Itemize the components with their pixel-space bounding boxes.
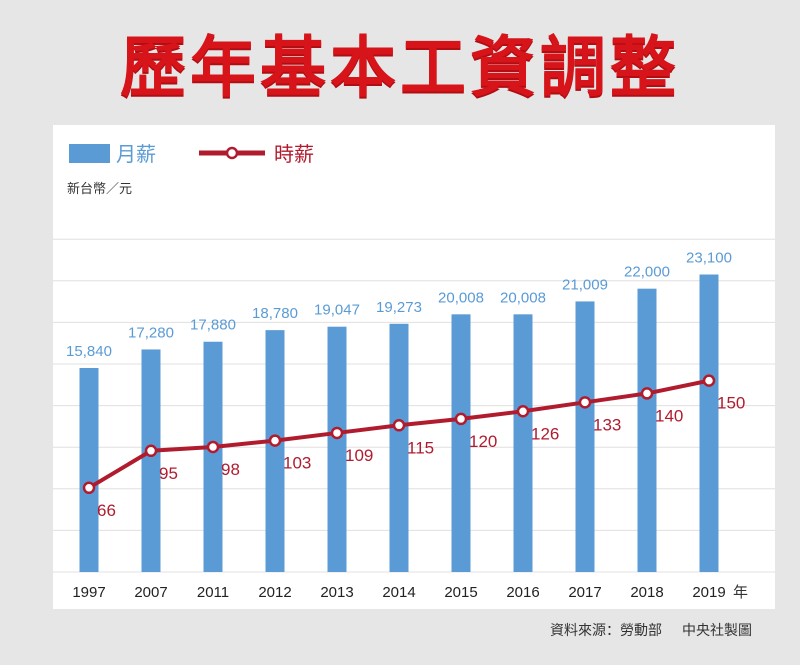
chart-panel: 月薪 時薪 新台幣／元 15,840 17,280 17,880 18,780 19,0… (53, 125, 775, 609)
line-point-2018 (640, 387, 654, 400)
line-point-2012 (268, 434, 282, 447)
line-label-2018: 140 (655, 406, 683, 425)
unit-label: 新台幣／元 (67, 181, 132, 196)
line-label-2016: 126 (531, 424, 559, 443)
bar-2011 (203, 341, 223, 572)
line-label-2012: 103 (283, 454, 311, 473)
bar-2014 (389, 323, 409, 572)
line-point-2013 (330, 426, 344, 440)
x-tick-2017: 2017 (568, 584, 601, 601)
x-tick-2007: 2007 (134, 584, 167, 601)
bar-label-2007: 17,280 (128, 324, 174, 341)
bar-2007 (141, 349, 161, 572)
bar-2015 (451, 314, 471, 572)
bar-label-2013: 19,047 (314, 302, 360, 319)
credit-note: 中央社製圖 (682, 623, 752, 639)
bar-label-2011: 17,880 (190, 317, 236, 334)
line-label-2017: 133 (593, 415, 621, 434)
line-point-2011 (206, 440, 220, 454)
x-tick-2013: 2013 (320, 584, 353, 601)
x-tick-2018: 2018 (630, 584, 663, 601)
line-point-2019 (702, 374, 716, 387)
x-tick-2019: 2019 (692, 584, 725, 601)
legend-bar-label: 月薪 (116, 143, 156, 166)
bar-2013 (327, 326, 347, 572)
bar-label-2019: 23,100 (686, 250, 732, 267)
bar-label-2015: 20,008 (438, 289, 484, 306)
chart-svg: 月薪 時薪 新台幣／元 15,840 17,280 17,880 18,780 19,0… (53, 143, 775, 601)
source-note: 資料來源：勞動部 (550, 623, 662, 639)
bar-2018 (637, 288, 657, 572)
bar-label-2018: 22,000 (624, 264, 670, 281)
line-point-2014 (392, 419, 406, 432)
legend-line-label: 時薪 (274, 143, 314, 166)
line-label-2015: 120 (469, 432, 497, 451)
line-label-2014: 115 (407, 438, 434, 457)
bar-label-2014: 19,273 (376, 299, 422, 316)
line-label-2011: 98 (221, 460, 240, 479)
bar-1997 (79, 368, 99, 572)
bar-series (79, 274, 719, 572)
legend-bar-swatch (69, 144, 110, 163)
line-point-2017 (578, 396, 592, 409)
bar-label-2016: 20,008 (500, 289, 546, 306)
line-label-2019: 150 (717, 394, 745, 413)
x-axis-unit: 年 (733, 584, 748, 601)
x-tick-2012: 2012 (258, 584, 291, 601)
line-label-2013: 109 (345, 446, 373, 465)
bar-label-2017: 21,009 (562, 276, 608, 293)
line-point-1997 (82, 481, 96, 495)
line-label-2007: 95 (159, 464, 178, 483)
x-tick-2011: 2011 (197, 584, 229, 601)
x-tick-2016: 2016 (506, 584, 539, 601)
bar-2017 (575, 301, 595, 572)
bar-2012 (265, 330, 285, 572)
line-label-1997: 66 (97, 501, 116, 520)
bar-labels: 15,840 17,280 17,880 18,780 19,047 19,273 20,0… (66, 250, 732, 361)
x-tick-2014: 2014 (382, 584, 415, 601)
line-point-2007 (144, 444, 158, 458)
x-tick-1997: 1997 (72, 584, 105, 601)
line-labels: 66 95 98 103 109 115 120 126 133 140 150 (97, 394, 745, 520)
line-point-2015 (454, 412, 468, 426)
x-axis-labels: 1997 2007 2011 2012 2013 2014 2015 2016 2017 2018… (72, 584, 725, 601)
bar-2016 (513, 314, 533, 572)
legend-line-marker (225, 146, 239, 160)
bar-label-1997: 15,840 (66, 343, 112, 360)
line-point-2016 (516, 405, 530, 418)
chart-title: 歷年基本工資調整 (120, 29, 680, 106)
line-series (82, 374, 716, 495)
bar-2019 (699, 274, 719, 572)
grid-lines (53, 238, 775, 573)
x-tick-2015: 2015 (444, 584, 477, 601)
bar-label-2012: 18,780 (252, 305, 298, 322)
